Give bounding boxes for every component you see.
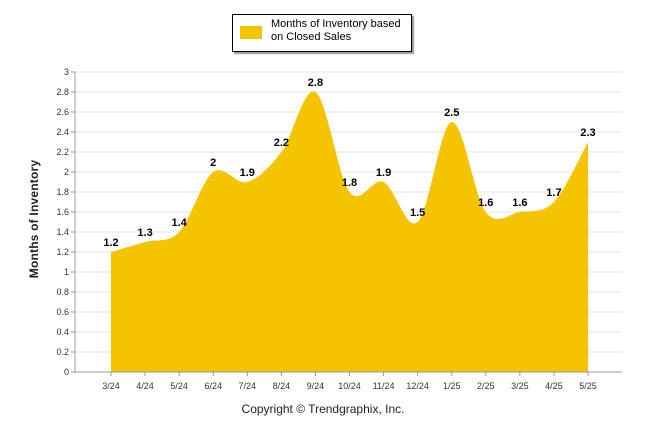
x-tick-label: 11/24 (373, 381, 395, 391)
y-tick-label: 0 (64, 367, 69, 377)
data-label: 1.7 (546, 187, 561, 199)
data-label: 2.2 (274, 137, 289, 149)
copyright-text: Copyright © Trendgraphix, Inc. (241, 402, 405, 416)
data-label: 1.6 (478, 197, 493, 209)
y-tick-label: 1.2 (56, 247, 69, 257)
y-tick-label: 0.4 (56, 327, 69, 337)
y-axis-title: Months of Inventory (27, 159, 41, 279)
data-label: 1.2 (103, 237, 118, 249)
y-tick-label: 2.2 (56, 147, 69, 157)
data-labels: 1.2 1.3 1.4 2 1.9 2.2 2.8 1.8 1.9 1.5 2.5 1.6 1.6 1.7… (103, 77, 595, 249)
series-area (111, 91, 588, 373)
legend-swatch (240, 26, 262, 39)
x-tick-label: 9/24 (307, 381, 325, 391)
y-tick-label: 2 (64, 167, 69, 177)
x-tick-label: 5/25 (579, 381, 597, 391)
y-tick-label: 1.8 (56, 187, 69, 197)
x-tick-label: 8/24 (273, 381, 291, 391)
data-label: 1.5 (410, 207, 425, 219)
y-tick-label: 1.6 (56, 207, 69, 217)
x-tick-label: 10/24 (338, 381, 361, 391)
data-label: 2.5 (444, 107, 459, 119)
x-tick-label: 1/25 (443, 381, 461, 391)
data-label: 1.9 (240, 167, 255, 179)
y-tick-label: 1.4 (56, 227, 69, 237)
x-tick-label: 7/24 (239, 381, 257, 391)
data-label: 2.8 (308, 77, 323, 89)
x-axis-ticks: 3/24 4/24 5/24 6/24 7/24 8/24 9/24 10/24 11/24 12… (102, 372, 597, 391)
y-tick-label: 3 (64, 67, 69, 77)
y-tick-label: 0.2 (56, 347, 69, 357)
data-label: 2.3 (580, 127, 595, 139)
x-tick-label: 4/25 (545, 381, 563, 391)
x-tick-label: 2/25 (477, 381, 495, 391)
x-tick-label: 3/25 (511, 381, 529, 391)
data-label: 2 (210, 157, 216, 169)
y-tick-label: 2.6 (56, 107, 69, 117)
x-tick-label: 3/24 (102, 381, 120, 391)
x-tick-label: 4/24 (136, 381, 154, 391)
y-tick-label: 0.8 (56, 287, 69, 297)
y-tick-label: 1 (64, 267, 69, 277)
x-tick-label: 12/24 (406, 381, 429, 391)
data-label: 1.4 (171, 217, 187, 229)
data-label: 1.8 (342, 177, 357, 189)
data-label: 1.6 (512, 197, 527, 209)
data-label: 1.9 (376, 167, 391, 179)
y-axis-ticks: 0 0.2 0.4 0.6 0.8 1 1.2 1.4 1.6 1.8 2 2.2 2.4 2.6 2.8 3 (56, 67, 75, 377)
y-tick-label: 0.6 (56, 307, 69, 317)
x-tick-label: 6/24 (204, 381, 222, 391)
y-tick-label: 2.8 (56, 87, 69, 97)
y-tick-label: 2.4 (56, 127, 69, 137)
legend: Months of Inventory based on Closed Sale… (232, 14, 412, 52)
x-tick-label: 5/24 (170, 381, 188, 391)
legend-label: Months of Inventory based on Closed Sale… (271, 18, 401, 43)
data-label: 1.3 (137, 227, 152, 239)
